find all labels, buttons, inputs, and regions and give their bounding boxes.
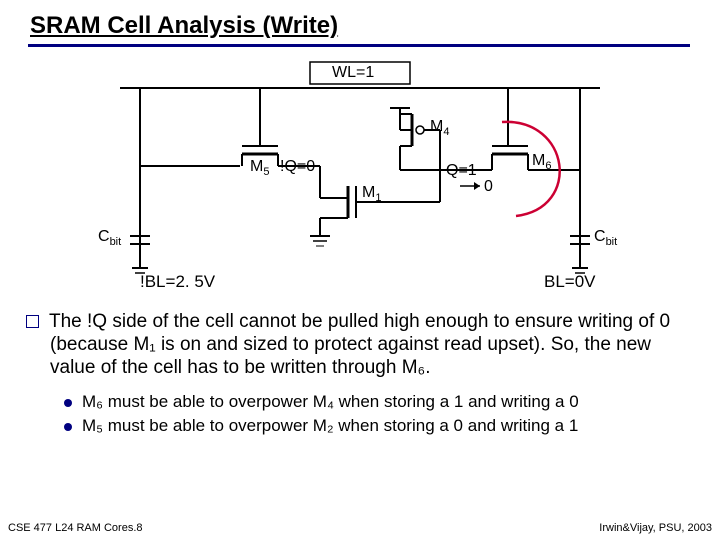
page-title: SRAM Cell Analysis (Write) [30, 12, 338, 40]
main-paragraph: The !Q side of the cell cannot be pulled… [26, 310, 694, 380]
m4-label: M4 [430, 118, 449, 138]
footer-right: Irwin&Vijay, PSU, 2003 [599, 522, 712, 534]
nbl-label: !BL=2. 5V [140, 272, 215, 292]
cbit-right: Cbit [594, 228, 617, 248]
q-arrow-zero: 0 [484, 178, 493, 196]
square-bullet-icon [26, 315, 39, 328]
wl-label: WL=1 [332, 64, 374, 82]
cbit-left: Cbit [98, 228, 121, 248]
m5-label: M5 [250, 158, 269, 178]
sub-bullet-2: M₅ must be able to overpower M₂ when sto… [26, 416, 694, 436]
q-label: Q=1 [446, 162, 477, 180]
m1-label: M1 [362, 184, 381, 204]
dot-bullet-icon [64, 423, 72, 431]
title-rule [28, 44, 690, 47]
m6-label: M6 [532, 152, 551, 172]
circuit-svg [100, 58, 620, 294]
bl-label: BL=0V [544, 272, 596, 292]
nq-label: !Q=0 [280, 158, 315, 176]
circuit-diagram: WL=1 M4 M5 !Q=0 M6 M1 Q=1 0 Cbit Cbit !B… [100, 58, 620, 294]
dot-bullet-icon [64, 399, 72, 407]
body-text: The !Q side of the cell cannot be pulled… [26, 310, 694, 440]
sub-bullet-1: M₆ must be able to overpower M₄ when sto… [26, 392, 694, 412]
footer-left: CSE 477 L24 RAM Cores.8 [8, 522, 143, 534]
